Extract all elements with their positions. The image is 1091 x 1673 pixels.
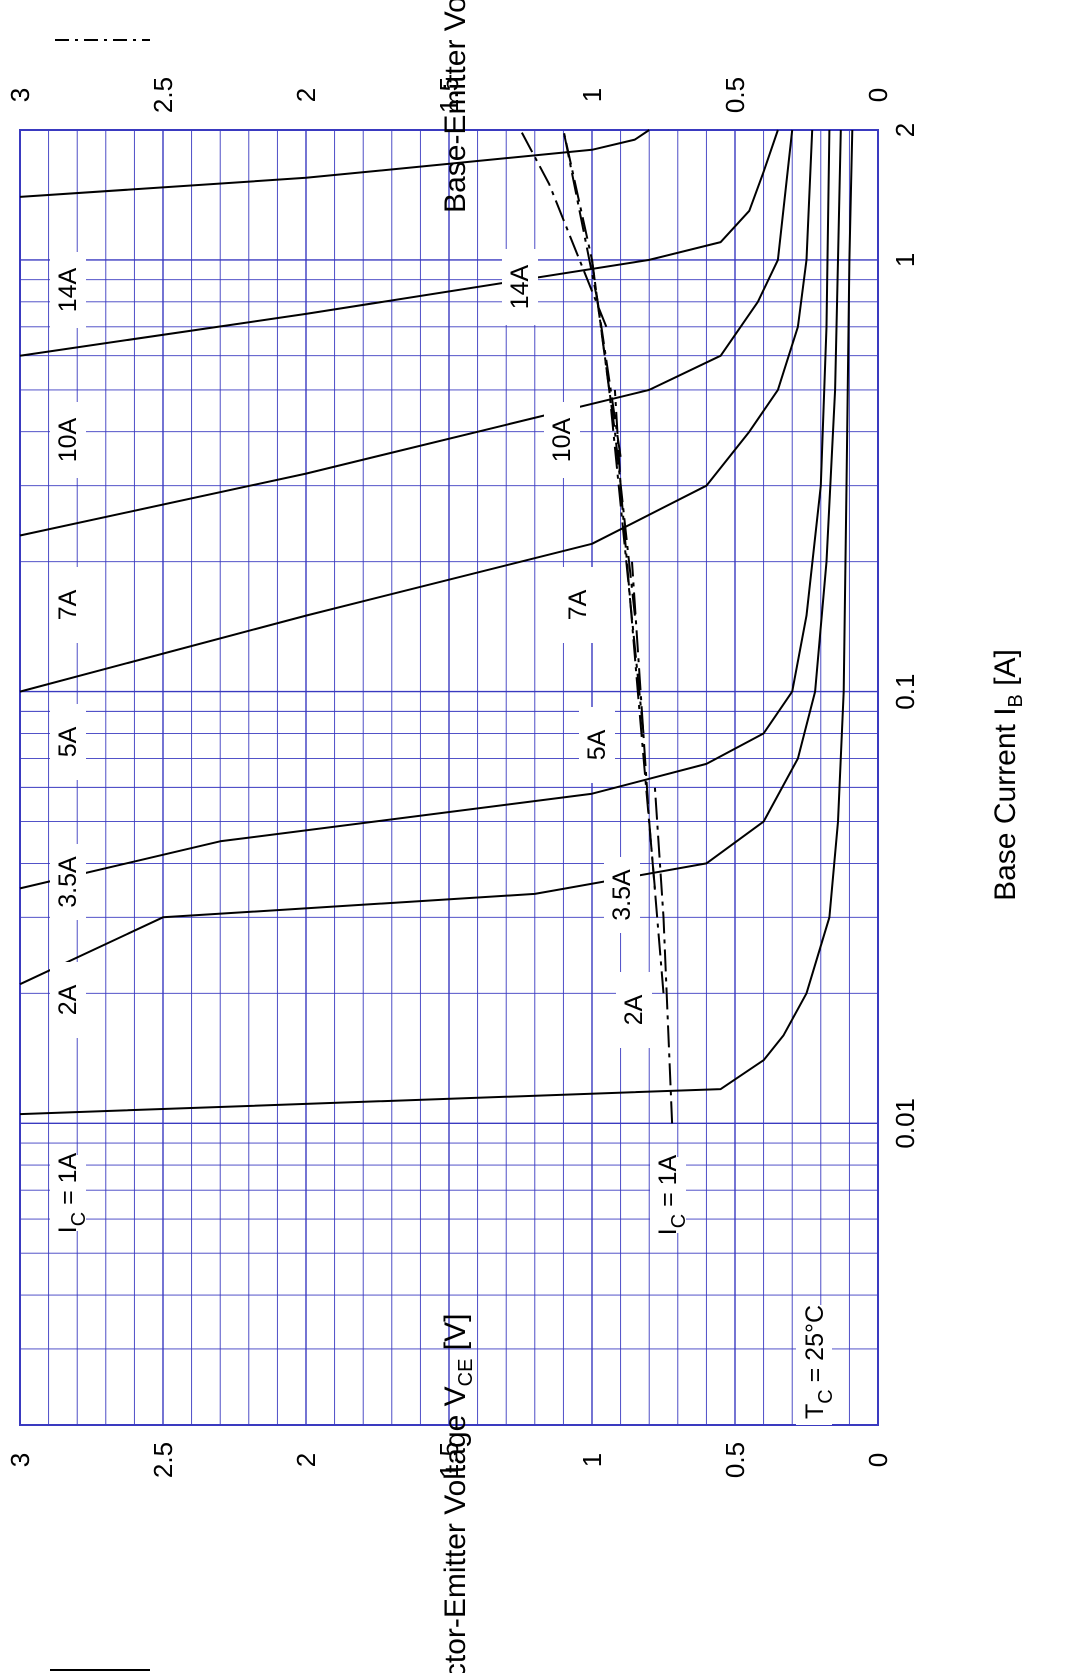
vce-tick-label: 1.5 [434, 1442, 464, 1478]
vce-tick-label: 0.5 [720, 1442, 750, 1478]
vce-tick-label: 0 [863, 1453, 893, 1467]
vce-curve [19, 129, 794, 537]
vce-tick-label: 1 [577, 1453, 607, 1467]
vce-curve-label: IC = 1A [54, 1152, 90, 1233]
x-axis-title: Base Current IB [A] [989, 649, 1028, 901]
vbe-tick-label: 0 [863, 88, 893, 102]
vce-tick-label: 2 [291, 1453, 321, 1467]
vce-curve-label: 2A [54, 984, 82, 1015]
vce-curve [19, 129, 842, 986]
vbe-curves [519, 129, 674, 1124]
vbe-curve-label: 5A [583, 729, 611, 760]
plot-frame [19, 129, 879, 1426]
annotation-bg [796, 1305, 832, 1425]
vbe-curve-label: 10A [548, 417, 576, 462]
vbe-tick-label: 3 [5, 88, 35, 102]
label-bg [604, 857, 640, 933]
vbe-curve-label: 7A [564, 589, 592, 620]
vce-tick-label: 3 [5, 1453, 35, 1467]
label-bg [50, 1155, 86, 1231]
tick-labels: 0.01 0.1 1 2 0 0.5 1 1.5 2 2.5 3 0 0.5 1 1.5 2 2.5 3 [5, 77, 920, 1478]
vce-curve-label: 3.5A [54, 856, 82, 908]
vce-curve-label: 7A [54, 589, 82, 620]
vbe-curve-label: IC = 1A [654, 1154, 690, 1235]
curve-labels: IC = 1A 2A 3.5A 5A 7A 10A 14A IC = 1A 2A 3.5A 5A 7A… [50, 249, 690, 1235]
vbe-curve-label: 2A [620, 994, 648, 1025]
vce-curve-label: 14A [54, 267, 82, 312]
label-bg [50, 844, 86, 920]
x-tick-label: 0.1 [890, 674, 920, 710]
label-bg [544, 402, 580, 478]
vce-curve [19, 129, 814, 693]
label-bg [50, 252, 86, 328]
vbe-tick-label: 1 [577, 88, 607, 102]
label-bg [50, 402, 86, 478]
label-bg [579, 707, 615, 783]
vbe-tick-label: 0.5 [720, 77, 750, 113]
vce-curve [19, 129, 831, 890]
label-bg [50, 704, 86, 780]
vce-axis-title: Collector-Emitter Voltage VCE [V] [439, 1314, 478, 1673]
vbe-curve [562, 129, 622, 457]
x-tick-label: 2 [890, 123, 920, 137]
vbe-tick-label: 2 [291, 88, 321, 102]
vbe-curve [519, 129, 608, 328]
x-tick-label: 1 [890, 253, 920, 267]
vce-curve [19, 129, 779, 357]
label-bg [560, 567, 596, 643]
label-bg [50, 962, 86, 1038]
axis-titles: Base Current IB [A] Collector-Emitter Vol… [439, 0, 1028, 1673]
vce-curve-label: 5A [54, 726, 82, 757]
vbe-curve [653, 787, 674, 1124]
legend [50, 39, 150, 1671]
vbe-curve [631, 561, 665, 994]
vbe-tick-label: 2.5 [148, 77, 178, 113]
temperature-annotation: TC = 25°C [796, 1305, 837, 1425]
label-bg [616, 972, 652, 1048]
x-tick-label: 0.01 [890, 1098, 920, 1149]
vbe-axis-title: Base-Emitter Voltage VBE [V] [439, 0, 478, 213]
vce-curve [19, 129, 854, 1116]
major-grid [20, 130, 878, 1425]
vbe-curve-label: 3.5A [608, 869, 636, 921]
vbe-curve [562, 129, 636, 616]
label-bg [50, 567, 86, 643]
label-bg [502, 249, 538, 325]
vce-curves [19, 129, 854, 1116]
vbe-curve-label: 14A [506, 264, 534, 309]
vce-curve [19, 129, 650, 198]
vce-curve-label: 10A [54, 417, 82, 462]
vbe-curve [591, 259, 645, 734]
label-bg [650, 1157, 686, 1233]
vce-tick-label: 2.5 [148, 1442, 178, 1478]
vbe-tick-label: 1.5 [434, 77, 464, 113]
temperature-label: TC = 25°C [801, 1305, 837, 1419]
